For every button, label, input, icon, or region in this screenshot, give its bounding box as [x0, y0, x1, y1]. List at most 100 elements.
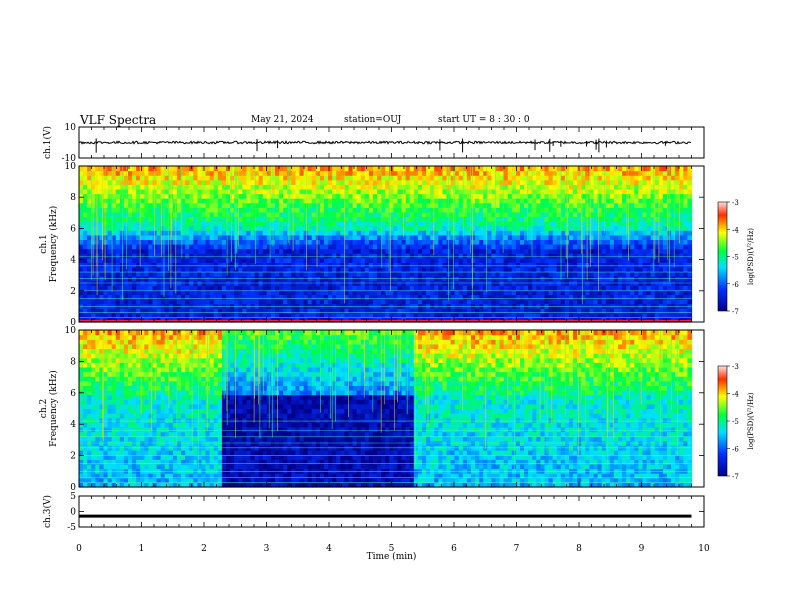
spectrogram-cell [458, 225, 464, 231]
spectrogram-cell [336, 216, 341, 222]
spectrogram-cell [95, 308, 101, 314]
spectrogram-cell [454, 211, 460, 218]
spectrogram-cell [654, 188, 660, 195]
spectrogram-cell [128, 193, 133, 199]
spectrogram-cell [189, 221, 194, 227]
spectrogram-cell [569, 216, 574, 222]
spectrogram-cell [373, 276, 378, 282]
spectrogram-cell [299, 234, 305, 241]
spectrogram-cell [238, 207, 243, 213]
spectrogram-cell [650, 170, 656, 176]
spectrogram-cell [221, 299, 227, 305]
spectrogram-cell [393, 179, 399, 185]
spectrogram-cell [503, 198, 509, 204]
spectrogram-cell [221, 184, 227, 190]
spectrogram-cell [148, 299, 154, 305]
spectrogram-cell [328, 289, 333, 296]
spectrogram-cell [471, 239, 476, 245]
spectrogram-cell [87, 188, 92, 195]
spectrogram-cell [499, 198, 505, 204]
spectrogram-cell [536, 216, 542, 222]
spectrogram-cell [275, 262, 280, 268]
spectrogram-cell [283, 276, 288, 282]
spectrogram-cell [589, 294, 595, 300]
spectrogram-cell [520, 299, 525, 305]
spectrogram-cell [95, 271, 101, 277]
spectrogram-cell [181, 266, 186, 273]
spectrogram-cell [491, 262, 497, 268]
spectrogram-cell [536, 308, 542, 314]
spectrogram-cell [299, 216, 305, 222]
spectrogram-cell [181, 225, 186, 231]
spectrogram-cell [315, 207, 321, 213]
spectrogram-cell [348, 193, 354, 199]
spectrogram-cell [495, 216, 501, 222]
spectrogram-cell [189, 230, 194, 236]
spectrogram-cell [266, 225, 272, 231]
spectrogram-cell [540, 198, 546, 204]
spectrogram-cell [275, 207, 280, 213]
spectrogram-cell [577, 198, 582, 204]
spectrogram-cell [262, 280, 268, 286]
spectrogram-cell [577, 179, 582, 185]
spectrogram-cell [426, 225, 431, 231]
spectrogram-cell [622, 244, 627, 250]
spectrogram-cell [426, 184, 431, 190]
spectrogram-cell [87, 179, 92, 185]
spectrogram-cell [352, 179, 358, 185]
spectrogram-cell [552, 234, 558, 241]
spectrogram-cell [601, 239, 607, 245]
spectrogram-cell [283, 266, 288, 273]
spectrogram-cell [438, 266, 444, 273]
spectrogram-cell [307, 175, 313, 181]
spectrogram-cell [413, 312, 419, 319]
spectrogram-cell [221, 266, 227, 273]
spectrogram-cell [577, 221, 582, 227]
spectrogram-cell [552, 188, 558, 195]
spectrogram-cell [128, 257, 133, 263]
spectrogram-cell [360, 193, 366, 199]
spectrogram-cell [479, 207, 484, 213]
spectrogram-cell [136, 280, 141, 286]
spectrogram-cell [422, 221, 427, 227]
spectrogram-cell [352, 244, 358, 250]
spectrogram-cell [556, 257, 562, 263]
spectrogram-cell [226, 276, 231, 282]
spectrogram-cell [185, 216, 190, 222]
spectrogram-cell [373, 211, 378, 218]
spectrogram-cell [185, 184, 190, 190]
spectrogram-cell [593, 294, 599, 300]
spectrogram-cell [128, 262, 133, 268]
spectrogram-cell [262, 230, 268, 236]
spectrogram-cell [115, 225, 121, 231]
spectrogram-cell [548, 294, 554, 300]
spectrogram-cell [524, 184, 529, 190]
spectrogram-cell [662, 248, 668, 254]
spectrogram-cell [499, 271, 505, 277]
spectrogram-cell [221, 248, 227, 254]
spectrogram-cell [662, 285, 668, 291]
spectrogram-cell [348, 184, 354, 190]
spectrogram-cell [577, 211, 582, 218]
spectrogram-cell [83, 312, 88, 319]
spectrogram-cell [107, 234, 113, 241]
spectrogram-cell [560, 257, 566, 263]
spectrogram-cell [605, 216, 611, 222]
spectrogram-cell [148, 184, 154, 190]
spectrogram-cell [332, 294, 337, 300]
spectrogram-cell [352, 262, 358, 268]
spectrogram-cell [226, 198, 231, 204]
spectrogram-cell [593, 184, 599, 190]
spectrogram-cell [646, 193, 652, 199]
spectrogram-cell [577, 230, 582, 236]
spectrogram-cell [389, 179, 395, 185]
spectrogram-cell [430, 198, 435, 204]
spectrogram-cell [393, 289, 399, 296]
spectrogram-cell [548, 188, 554, 195]
spectrogram-cell [581, 221, 586, 227]
spectrogram-cell [360, 198, 366, 204]
spectrogram-cell [295, 225, 301, 231]
spectrogram-cell [250, 280, 256, 286]
spectrogram-cell [201, 294, 207, 300]
spectrogram-cell [132, 207, 137, 213]
